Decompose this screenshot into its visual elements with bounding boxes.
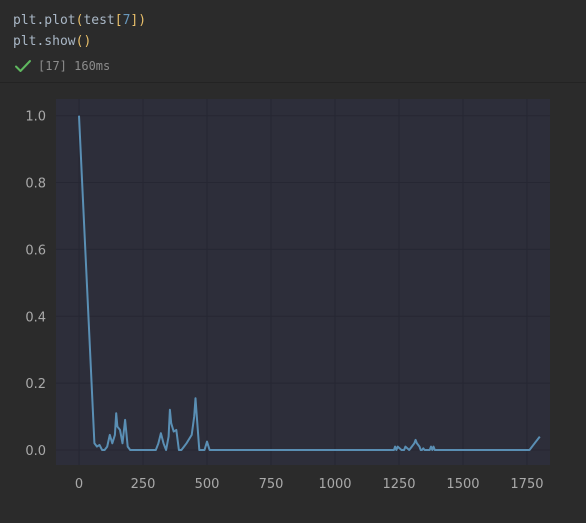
code-line-1[interactable]: plt.plot(test[7]) [13, 13, 146, 29]
x-tick-label: 1000 [318, 477, 351, 492]
code-bracket: ] [130, 13, 139, 28]
code-editor[interactable]: plt.plot(test[7]) plt.show() [0, 0, 586, 82]
code-bracket: [ [114, 13, 123, 28]
y-axis: 0.0 0.2 0.4 0.6 0.8 1.0 [25, 110, 46, 459]
series-line [78, 115, 541, 451]
x-axis: 0 250 500 750 1000 1250 1500 1750 [75, 477, 544, 492]
x-tick-label: 250 [131, 477, 156, 492]
series-layer [78, 115, 541, 451]
y-tick-label: 0.8 [25, 177, 46, 192]
line-chart: 0.0 0.2 0.4 0.6 0.8 1.0 0 250 500 750 1000 1250 150… [0, 83, 586, 519]
execution-time: [17] 160ms [38, 59, 111, 73]
code-paren: ( [75, 13, 84, 28]
code-index: 7 [122, 13, 131, 28]
x-tick-label: 750 [259, 477, 284, 492]
checkmark-icon [15, 60, 31, 72]
y-tick-label: 1.0 [25, 110, 46, 125]
cell-output: 0.0 0.2 0.4 0.6 0.8 1.0 0 250 500 750 1000 1250 150… [0, 83, 586, 519]
cell-divider [0, 82, 586, 83]
code-line-2[interactable]: plt.show() [13, 34, 91, 50]
code-argument: test [83, 13, 115, 28]
code-paren: ( [75, 34, 84, 49]
x-tick-label: 1250 [382, 477, 415, 492]
code-paren: ) [83, 34, 92, 49]
code-function: plt.show [13, 34, 76, 49]
code-function: plt.plot [13, 13, 76, 28]
y-tick-label: 0.4 [25, 310, 46, 325]
x-tick-label: 1750 [510, 477, 543, 492]
x-tick-label: 500 [195, 477, 220, 492]
code-paren: ) [138, 13, 147, 28]
plot-area [56, 99, 550, 465]
y-tick-label: 0.0 [25, 444, 46, 459]
y-tick-label: 0.2 [25, 377, 46, 392]
execution-status: [17] 160ms [14, 58, 110, 74]
x-tick-label: 1500 [446, 477, 479, 492]
y-tick-label: 0.6 [25, 243, 46, 258]
x-tick-label: 0 [75, 477, 83, 492]
